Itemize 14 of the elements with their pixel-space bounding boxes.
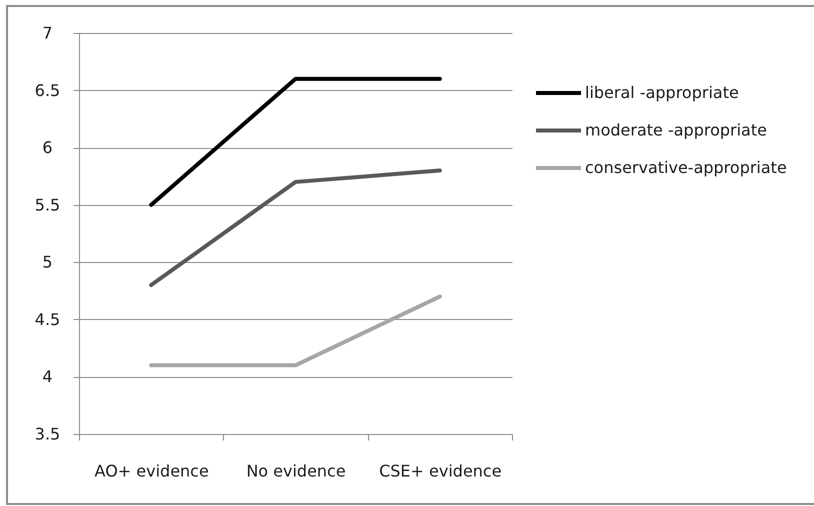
y-tick-label: 5.5 [34, 195, 60, 214]
legend-label: moderate -appropriate [585, 120, 767, 140]
y-tick-label: 5 [42, 252, 53, 272]
y-tick-label: 4.5 [34, 310, 60, 329]
y-tick-label: 6 [42, 138, 53, 158]
y-tick-label: 3.5 [34, 424, 60, 444]
legend-label: liberal -appropriate [585, 83, 739, 102]
y-tick-label: 6.5 [34, 80, 60, 100]
legend-label: conservative-appropriate [585, 158, 787, 177]
x-tick-label: CSE+ evidence [379, 462, 502, 480]
y-tick-label: 7 [42, 24, 53, 42]
x-tick-label: AO+ evidence [94, 462, 209, 480]
x-tick-label: No evidence [246, 462, 346, 480]
y-tick-label: 4 [42, 367, 53, 386]
